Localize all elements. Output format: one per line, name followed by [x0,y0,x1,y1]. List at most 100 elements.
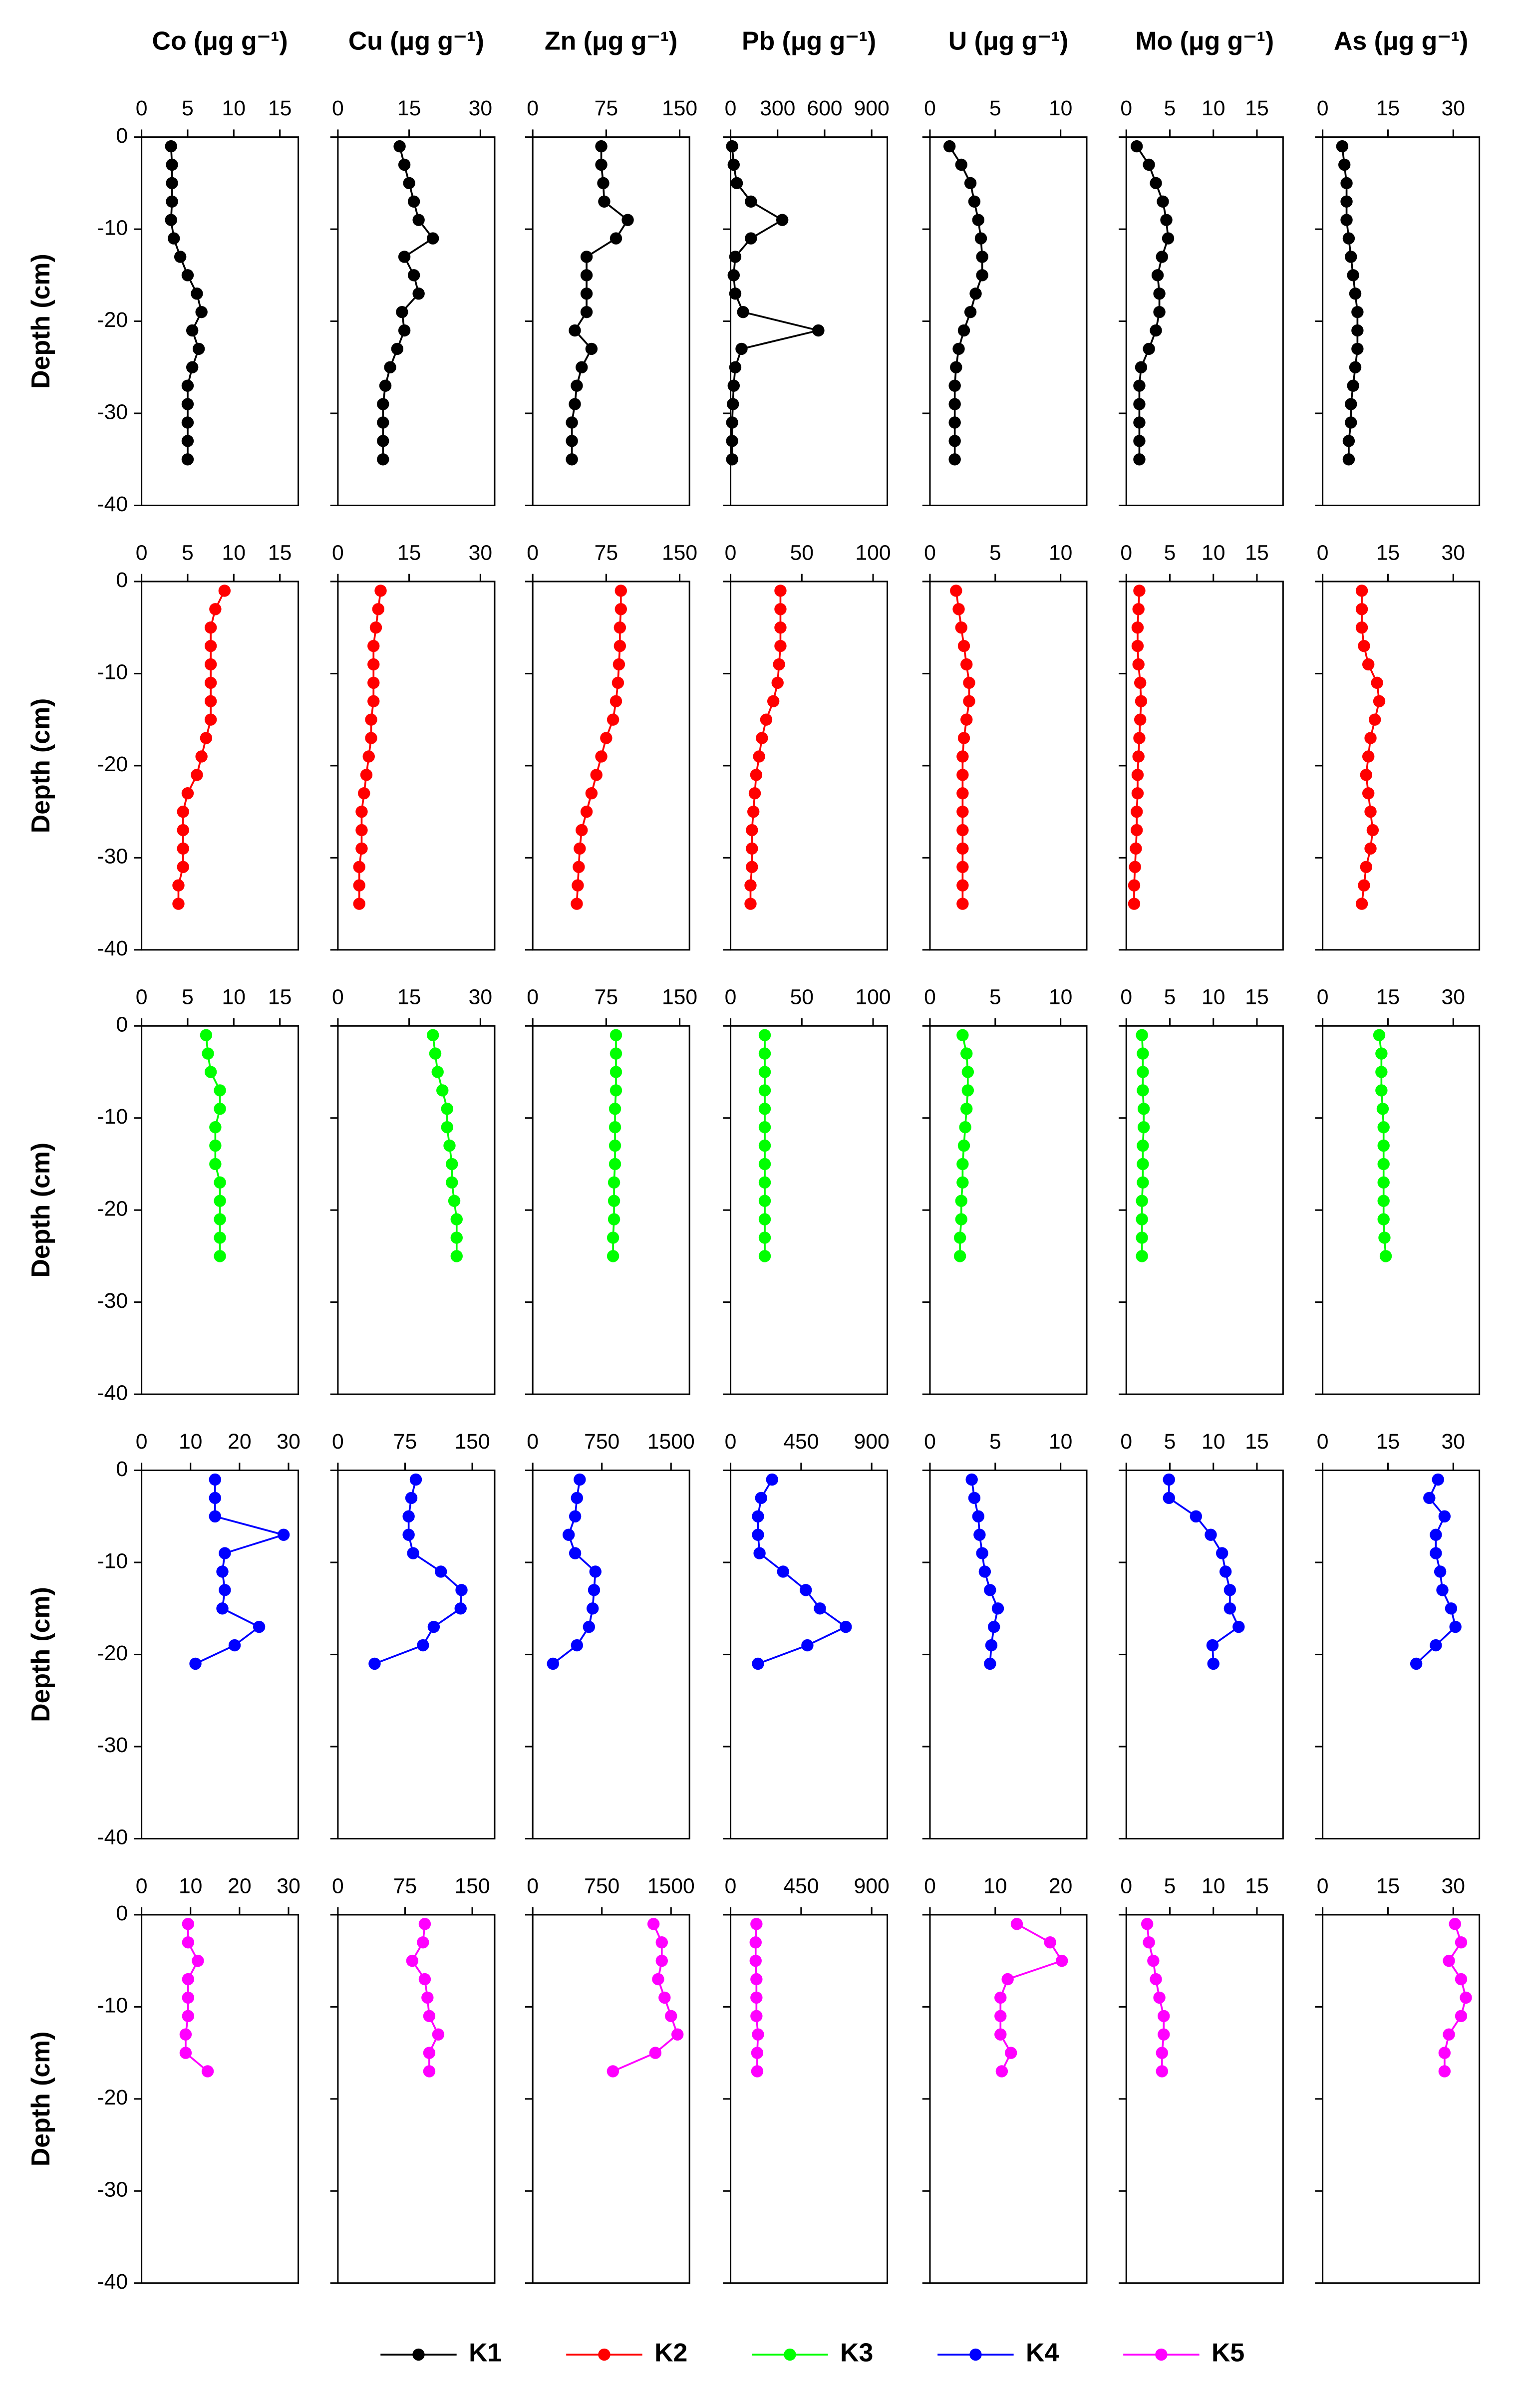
data-point [1150,177,1162,190]
data-point [1355,585,1368,597]
x-tick-label: 5 [1164,96,1176,120]
y-axis-label: Depth (cm) [26,1587,55,1722]
data-point [1044,1936,1056,1949]
column-title: Mo (μg g⁻¹) [1135,26,1274,55]
data-point [758,1103,771,1115]
data-point [1232,1620,1245,1633]
data-point [569,324,581,337]
x-tick-label: 15 [1376,985,1400,1009]
data-point [228,1639,241,1652]
data-point [994,2028,1007,2041]
data-point [398,158,411,171]
y-tick-label: -40 [97,936,128,960]
data-point [652,1973,664,1986]
x-tick-label: 0 [725,985,737,1009]
data-point [746,861,758,873]
panel-frame [1125,1025,1284,1395]
x-tick-label: 450 [783,1430,819,1454]
legend-label: K3 [840,2338,873,2367]
data-point [372,603,384,615]
x-tick-label: 10 [222,985,246,1009]
data-point [963,676,975,689]
x-tick-label: 20 [228,1430,251,1454]
data-point [991,1602,1004,1615]
data-point [1377,1195,1390,1207]
data-point [1438,2065,1451,2078]
x-tick-label: 15 [1376,1430,1400,1454]
legend-marker [1155,2348,1168,2361]
data-point [393,140,406,153]
x-tick-label: 15 [1376,541,1400,565]
data-point [943,140,956,153]
data-point [758,1250,771,1262]
data-point [191,769,203,781]
x-tick-label: 5 [182,96,194,120]
data-point [956,879,969,892]
x-tick-label: 0 [332,96,344,120]
data-point [355,842,368,855]
y-tick-label: -20 [97,308,128,332]
data-point [1340,214,1353,226]
x-tick-label: 5 [989,96,1001,120]
x-tick-label: 0 [527,96,539,120]
data-point [353,879,365,892]
data-point [214,1084,226,1097]
data-point [1376,1103,1389,1115]
x-tick-label: 0 [136,1430,148,1454]
data-point [1133,379,1146,392]
data-point [959,1121,971,1134]
data-point [209,1473,221,1486]
x-tick-label: 0 [527,1430,539,1454]
data-point [773,658,785,671]
data-point [1445,1602,1458,1615]
data-point [374,585,387,597]
x-tick-label: 0 [1120,541,1132,565]
data-point [353,861,365,873]
data-point [756,732,768,744]
data-point [166,158,178,171]
data-point [432,2028,445,2041]
data-point [948,398,961,410]
x-tick-label: 30 [1442,985,1465,1009]
data-point [1364,842,1377,855]
panel-frame [729,136,889,507]
data-point [812,324,825,337]
data-point [1432,1473,1444,1486]
data-point [1443,1954,1455,1967]
panel-frame [729,1914,889,2284]
x-tick-label: 150 [662,985,697,1009]
data-point [1128,879,1141,892]
x-tick-label: 0 [1317,541,1329,565]
panel-frame [337,1470,496,1839]
data-point [1133,398,1146,410]
panel-frame [337,1914,496,2284]
x-tick-label: 10 [1049,985,1072,1009]
panel-frame [141,136,300,507]
data-point [571,898,583,910]
data-point [1153,1991,1166,2004]
data-point [421,1991,434,2004]
data-point [758,1029,771,1041]
data-point [750,1918,763,1930]
data-point [609,1103,621,1115]
data-point [613,621,626,634]
data-point [956,842,969,855]
data-point [403,177,415,190]
data-point [1131,140,1143,153]
data-point [956,861,969,873]
data-point [181,379,194,392]
x-tick-label: 5 [989,985,1001,1009]
data-point [948,453,961,466]
data-point [186,361,199,374]
data-point [960,713,973,726]
data-point [587,1602,599,1615]
data-point [569,1547,582,1559]
data-point [748,787,761,800]
data-point [427,1620,440,1633]
data-point [588,1584,601,1596]
data-point [1160,214,1173,226]
x-tick-label: 15 [1245,1430,1268,1454]
data-point [607,1250,619,1262]
data-point [994,1991,1007,2004]
data-point [417,1639,429,1652]
